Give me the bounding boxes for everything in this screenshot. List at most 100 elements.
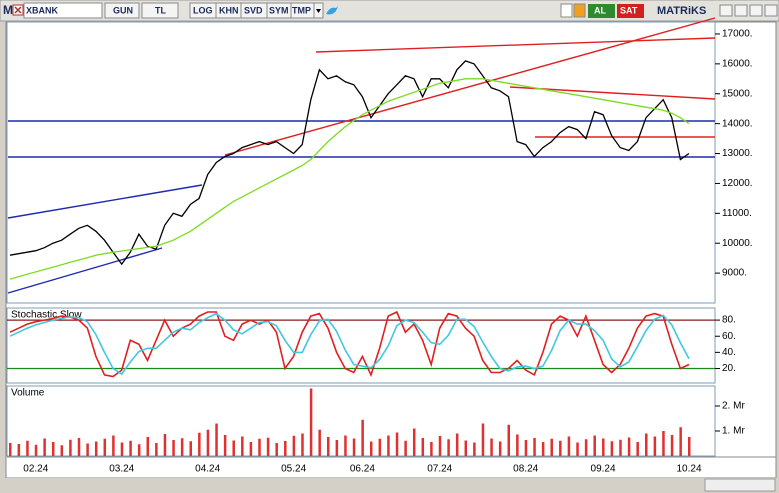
volume-bar bbox=[189, 441, 192, 456]
y-tick-label: 20. bbox=[722, 363, 736, 374]
volume-bar bbox=[309, 388, 313, 456]
volume-bar bbox=[636, 442, 639, 456]
volume-bar bbox=[602, 438, 605, 456]
y-tick-label: 14000. bbox=[722, 118, 753, 129]
tmp-button[interactable]: TMP bbox=[292, 5, 311, 15]
y-tick-label: 10000. bbox=[722, 238, 753, 249]
volume-bar bbox=[619, 439, 622, 456]
volume-bar bbox=[361, 419, 364, 456]
currency-button[interactable]: TL bbox=[155, 5, 166, 15]
volume-bar bbox=[43, 438, 46, 456]
volume-bar bbox=[155, 443, 158, 456]
x-tick-label: 02.24 bbox=[23, 464, 48, 475]
y-tick-label: 15000. bbox=[722, 88, 753, 99]
volume-bar bbox=[447, 439, 450, 456]
volume-bar bbox=[232, 440, 235, 456]
volume-bar bbox=[284, 441, 287, 456]
volume-bar bbox=[627, 437, 631, 456]
series-line bbox=[9, 78, 690, 280]
volume-bar bbox=[327, 437, 330, 456]
x-tick-label: 08.24 bbox=[513, 464, 538, 475]
brand-label: MATRiKS bbox=[657, 5, 706, 17]
volume-bar bbox=[498, 441, 502, 456]
y-tick-label: 17000. bbox=[722, 29, 753, 40]
x-tick-label: 10.24 bbox=[676, 464, 701, 475]
khn-button[interactable]: KHN bbox=[219, 5, 239, 15]
volume-bar bbox=[249, 442, 253, 456]
volume-bar bbox=[352, 438, 356, 456]
menu-m[interactable]: M bbox=[3, 3, 13, 17]
panel-title: Volume bbox=[11, 388, 45, 399]
volume-bar bbox=[198, 432, 201, 456]
svd-button[interactable]: SVD bbox=[244, 5, 263, 15]
period-button[interactable]: GUN bbox=[113, 5, 133, 15]
y-tick-label: 2. Mr bbox=[722, 401, 745, 412]
x-tick-label: 09.24 bbox=[591, 464, 616, 475]
volume-bar bbox=[266, 437, 270, 456]
trend-lines bbox=[7, 17, 716, 294]
volume-bar bbox=[490, 438, 493, 456]
volume-bar bbox=[180, 438, 184, 456]
panel-title: Stochastic Slow bbox=[11, 310, 82, 321]
volume-bar bbox=[464, 440, 468, 456]
volume-bar bbox=[112, 435, 115, 456]
volume-bar bbox=[206, 429, 210, 456]
volume-bar bbox=[292, 435, 296, 456]
volume-bar bbox=[86, 443, 89, 456]
volume-bar bbox=[567, 436, 571, 456]
log-button[interactable]: LOG bbox=[193, 5, 213, 15]
volume-bar bbox=[481, 423, 485, 456]
volume-bar bbox=[77, 438, 81, 456]
volume-bar bbox=[369, 441, 373, 456]
volume-bar bbox=[129, 440, 132, 456]
volume-bar bbox=[576, 442, 579, 456]
volume-bar bbox=[103, 438, 107, 456]
volume-bar bbox=[541, 442, 545, 456]
volume-bar bbox=[653, 436, 657, 456]
volume-bar bbox=[120, 442, 124, 456]
volume-bar bbox=[344, 435, 347, 456]
volume-bar bbox=[241, 436, 244, 456]
buy-button[interactable]: AL bbox=[594, 5, 606, 15]
y-tick-label: 9000. bbox=[722, 268, 747, 279]
volume-bar bbox=[378, 438, 382, 456]
volume-bar bbox=[172, 440, 175, 456]
volume-bar bbox=[559, 440, 562, 456]
y-tick-label: 40. bbox=[722, 347, 736, 358]
volume-bar bbox=[507, 424, 511, 456]
volume-bar bbox=[301, 433, 304, 456]
volume-bar bbox=[524, 440, 528, 456]
y-tick-label: 16000. bbox=[722, 58, 753, 69]
volume-bar bbox=[645, 433, 648, 456]
toolbar: M XBANK GUN TL LOG KHN SVD SYM TMP AL SA… bbox=[0, 0, 779, 22]
x-tick-label: 05.24 bbox=[281, 464, 306, 475]
volume-bar bbox=[387, 435, 390, 456]
sym-button[interactable]: SYM bbox=[269, 5, 289, 15]
x-tick-label: 03.24 bbox=[109, 464, 134, 475]
volume-bar bbox=[430, 442, 433, 456]
volume-bar bbox=[60, 445, 64, 456]
volume-bar bbox=[146, 437, 150, 456]
volume-bar bbox=[516, 434, 519, 456]
series-line bbox=[9, 310, 690, 378]
symbol-field[interactable]: XBANK bbox=[26, 5, 59, 15]
volume-bar bbox=[34, 444, 38, 456]
volume-bar bbox=[688, 437, 691, 456]
sell-button[interactable]: SAT bbox=[620, 5, 638, 15]
y-tick-label: 11000. bbox=[722, 208, 752, 219]
x-tick-label: 06.24 bbox=[350, 464, 375, 475]
volume-bar bbox=[318, 429, 321, 456]
volume-bar bbox=[258, 438, 261, 456]
volume-bar bbox=[412, 428, 416, 456]
volume-bar bbox=[421, 438, 425, 456]
y-tick-label: 12000. bbox=[722, 178, 753, 189]
volume-bar bbox=[550, 438, 553, 456]
volume-bar bbox=[438, 436, 442, 456]
volume-bar bbox=[94, 441, 98, 456]
volume-bar bbox=[335, 440, 339, 456]
volume-bar bbox=[395, 432, 399, 456]
series-line bbox=[9, 312, 690, 376]
volume-bar bbox=[610, 441, 614, 456]
volume-bar bbox=[163, 434, 167, 456]
